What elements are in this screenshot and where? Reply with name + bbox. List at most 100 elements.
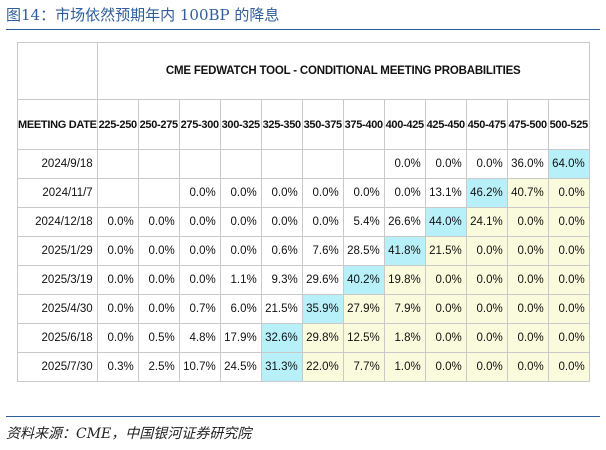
probability-cell: 0.0% (506, 352, 549, 382)
probability-cell: 1.0% (383, 352, 426, 382)
probability-cell: 10.7% (178, 352, 221, 382)
probability-cell: 0.0% (424, 323, 467, 353)
meeting-date-cell: 2024/12/18 (17, 207, 98, 237)
probability-cell: 0.0% (547, 323, 590, 353)
probability-cell: 29.8% (301, 323, 344, 353)
probability-cell: 7.7% (342, 352, 385, 382)
table-row: 2025/7/30 0.3% 2.5% 10.7% 24.5% 31.3% 22.0% 7.7… (17, 352, 590, 382)
probability-cell: 0.0% (137, 265, 180, 295)
probability-cell: 6.0% (219, 294, 262, 324)
probability-cell: 0.0% (96, 323, 139, 353)
table-row: 2025/4/30 0.0% 0.0% 0.7% 6.0% 21.5% 35.9% 27.9%… (17, 294, 590, 324)
probability-cell: 7.9% (383, 294, 426, 324)
probability-cell: 0.0% (465, 323, 508, 353)
table-row: 2024/11/7 0.0% 0.0% 0.0% 0.0% 0.0% 0.0% 13.1% 46… (17, 178, 590, 208)
probability-cell: 35.9% (301, 294, 344, 324)
table-row: 2025/3/19 0.0% 0.0% 0.0% 1.1% 9.3% 29.6% 40.2% 1… (17, 265, 590, 295)
probability-cell (96, 149, 139, 179)
probability-cell: 0.0% (506, 236, 549, 266)
probability-cell: 0.0% (465, 236, 508, 266)
probability-cell: 40.2% (342, 265, 385, 295)
probability-cell: 0.0% (506, 265, 549, 295)
probability-cell: 0.0% (547, 178, 590, 208)
probability-cell: 0.0% (219, 178, 262, 208)
probability-cell: 36.0% (506, 149, 549, 179)
probability-cell: 0.0% (465, 149, 508, 179)
column-header: 225-250 (96, 99, 139, 150)
probability-cell: 0.6% (260, 236, 303, 266)
super-header: CME FEDWATCH TOOL - CONDITIONAL MEETING … (96, 42, 590, 100)
column-header: 475-500 (506, 99, 549, 150)
probability-cell: 0.0% (506, 294, 549, 324)
table-body: 2024/9/18 0.0% 0.0% 0.0% 36.0% 64.0% 2024/11/7… (17, 149, 590, 382)
probability-cell (260, 149, 303, 179)
meeting-date-cell: 2024/9/18 (17, 149, 98, 179)
probability-cell: 0.0% (465, 352, 508, 382)
probability-cell: 0.0% (96, 236, 139, 266)
probability-cell: 2.5% (137, 352, 180, 382)
column-header: 250-275 (137, 99, 180, 150)
column-header: 450-475 (465, 99, 508, 150)
probability-cell: 0.0% (96, 207, 139, 237)
bottom-rule (6, 416, 600, 417)
probability-cell: 40.7% (506, 178, 549, 208)
probability-cell: 0.0% (301, 178, 344, 208)
probability-cell: 44.0% (424, 207, 467, 237)
column-header: 300-325 (219, 99, 262, 150)
probability-cell (96, 178, 139, 208)
column-header: 275-300 (178, 99, 221, 150)
probability-cell: 17.9% (219, 323, 262, 353)
probability-cell: 0.0% (506, 323, 549, 353)
probability-cell: 0.7% (178, 294, 221, 324)
probability-cell: 0.5% (137, 323, 180, 353)
probability-cell: 0.0% (424, 294, 467, 324)
probability-cell: 0.0% (465, 294, 508, 324)
figure-title: 图14：市场依然预期年内 100BP 的降息 (6, 6, 280, 24)
probability-cell: 7.6% (301, 236, 344, 266)
probability-cell: 1.1% (219, 265, 262, 295)
probability-cell: 0.0% (383, 149, 426, 179)
probability-cell: 0.0% (178, 236, 221, 266)
meeting-date-cell: 2025/3/19 (17, 265, 98, 295)
probability-cell: 0.0% (178, 178, 221, 208)
probability-cell (178, 149, 221, 179)
meeting-date-cell: 2025/1/29 (17, 236, 98, 266)
probability-cell: 0.0% (547, 236, 590, 266)
probability-cell: 0.3% (96, 352, 139, 382)
column-header: 425-450 (424, 99, 467, 150)
probability-cell: 24.1% (465, 207, 508, 237)
probability-cell: 0.0% (260, 178, 303, 208)
source-note: 资料来源：CME，中国银河证券研究院 (6, 426, 252, 442)
probability-cell: 64.0% (547, 149, 590, 179)
probability-cell: 0.0% (424, 265, 467, 295)
probability-cell: 0.0% (96, 265, 139, 295)
meeting-date-cell: 2024/11/7 (17, 178, 98, 208)
probability-cell: 32.6% (260, 323, 303, 353)
probability-cell: 19.8% (383, 265, 426, 295)
probability-cell: 0.0% (96, 294, 139, 324)
probability-cell: 1.8% (383, 323, 426, 353)
probability-cell: 27.9% (342, 294, 385, 324)
probability-cell: 0.0% (424, 352, 467, 382)
column-header-row: MEETING DATE 225-250 250-275 275-300 300-32… (17, 99, 590, 150)
table-row: 2024/9/18 0.0% 0.0% 0.0% 36.0% 64.0% (17, 149, 590, 179)
table-row: 2025/1/29 0.0% 0.0% 0.0% 0.0% 0.6% 7.6% 28.5% 41… (17, 236, 590, 266)
probability-cell (301, 149, 344, 179)
meeting-date-cell: 2025/6/18 (17, 323, 98, 353)
probability-cell (219, 149, 262, 179)
probability-cell: 22.0% (301, 352, 344, 382)
column-header: 400-425 (383, 99, 426, 150)
super-header-row: CME FEDWATCH TOOL - CONDITIONAL MEETING … (17, 42, 590, 100)
probability-cell: 12.5% (342, 323, 385, 353)
probability-cell: 0.0% (547, 207, 590, 237)
probability-cell: 13.1% (424, 178, 467, 208)
meeting-date-cell: 2025/7/30 (17, 352, 98, 382)
meeting-date-cell: 2025/4/30 (17, 294, 98, 324)
column-header: 375-400 (342, 99, 385, 150)
probability-cell (342, 149, 385, 179)
probability-cell: 0.0% (506, 207, 549, 237)
column-header: 325-350 (260, 99, 303, 150)
probability-cell: 0.0% (219, 236, 262, 266)
probability-cell: 0.0% (137, 236, 180, 266)
probability-cell: 0.0% (137, 294, 180, 324)
